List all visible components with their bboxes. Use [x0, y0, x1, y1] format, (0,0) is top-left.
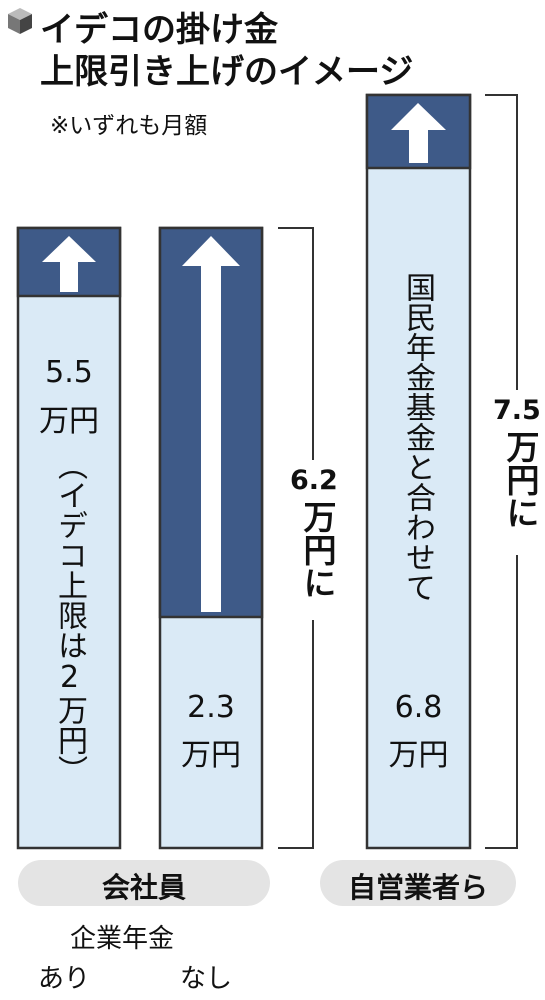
group-label: 会社員	[101, 871, 186, 904]
note: ※いずれも月額	[50, 113, 208, 139]
amount: 5.5	[45, 355, 93, 390]
bracket-mask	[493, 390, 538, 555]
group-pill	[320, 860, 516, 906]
group-label: 自営業者ら	[347, 871, 488, 904]
unit: 万円	[181, 738, 241, 773]
unit: 万円	[388, 738, 449, 773]
bracket-mask	[290, 460, 335, 620]
amount: 2.3	[187, 690, 235, 725]
bracket-unit: 万円に	[298, 500, 337, 599]
title: 上限引き上げのイメージ	[40, 52, 414, 92]
group-pill	[18, 860, 270, 906]
vertical-note: （イデコ上限は2万円）	[52, 450, 87, 785]
sub-right: なし	[180, 964, 233, 994]
sub-left: あり	[38, 964, 91, 994]
amount: 6.8	[394, 690, 443, 725]
unit: 万円	[39, 404, 99, 439]
title: イデコの掛け金	[40, 10, 278, 50]
bracket-amount: 7.5	[493, 395, 541, 426]
bracket-unit: 万円に	[501, 430, 540, 529]
title-icon	[8, 8, 32, 34]
bracket-amount: 6.2	[290, 465, 338, 496]
vertical-note: 国民年金基金と合わせて	[400, 272, 435, 602]
sub-title: 企業年金	[70, 924, 175, 954]
arrows	[42, 103, 446, 612]
